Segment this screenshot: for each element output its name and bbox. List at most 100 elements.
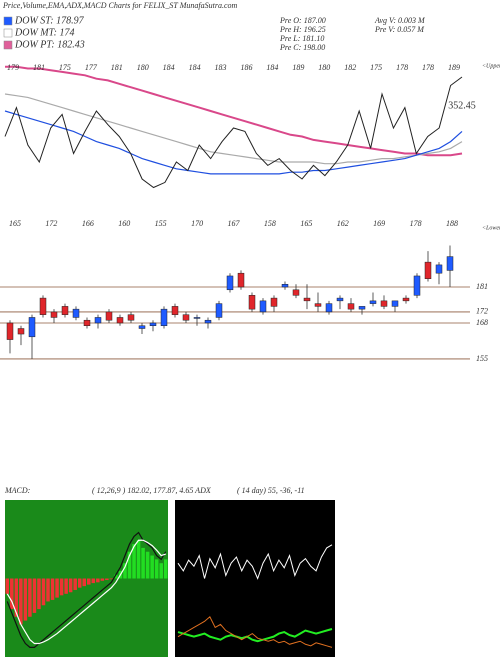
macd-subtitle: ( 12,26,9 ) 182.02, 177.87, 4.65 ADX — [92, 486, 212, 495]
peak-label: 181 — [111, 63, 123, 72]
candle-body — [281, 284, 289, 288]
candle-body — [83, 319, 91, 326]
candle-body — [61, 306, 69, 315]
macd-bar — [159, 563, 163, 579]
peak-label: 189 — [292, 63, 304, 72]
level-label: 172 — [476, 307, 488, 316]
macd-bar — [5, 578, 10, 594]
macd-bar — [68, 578, 73, 593]
macd-bar — [73, 578, 77, 590]
macd-bar — [55, 578, 59, 598]
trough-label: 162 — [337, 219, 349, 228]
candle-body — [446, 256, 454, 271]
peak-label: 180 — [318, 63, 330, 72]
adx-line — [177, 615, 333, 648]
candle-body — [72, 308, 80, 318]
candle-body — [314, 303, 322, 307]
adx-line — [177, 628, 333, 643]
peak-label: 178 — [396, 63, 408, 72]
candle-body — [248, 295, 256, 310]
candle-body — [193, 317, 201, 319]
stat: Pre V: 0.057 M — [374, 25, 425, 34]
trough-label: 166 — [82, 219, 94, 228]
candle-body — [402, 297, 410, 302]
level-label: 168 — [476, 318, 488, 327]
stat: Pre H: 196.25 — [279, 25, 326, 34]
candle-body — [303, 297, 311, 302]
peak-label: 181 — [33, 63, 45, 72]
trough-label: 167 — [228, 219, 241, 228]
macd-line — [6, 539, 166, 645]
candle-body — [17, 328, 25, 335]
macd-bar — [87, 578, 91, 585]
trough-label: 178 — [410, 219, 422, 228]
stat: Pre O: 187.00 — [279, 16, 326, 25]
peak-label: 182 — [344, 63, 356, 72]
macd-bar — [77, 578, 82, 588]
candle-body — [138, 325, 146, 329]
candle-body — [105, 311, 113, 321]
macd-bar — [50, 578, 55, 600]
macd-bar — [141, 547, 145, 579]
macd-bar — [154, 559, 159, 579]
candle-body — [39, 297, 47, 315]
candle-body — [413, 275, 421, 296]
candle-body — [259, 300, 267, 313]
macd-bar — [37, 578, 41, 610]
candle-body — [149, 322, 157, 326]
candle-body — [226, 275, 234, 291]
macd-line — [6, 531, 167, 648]
lower-label: <Lower — [482, 225, 500, 231]
candle-body — [215, 303, 223, 318]
candle-body — [358, 306, 366, 310]
candle-body — [160, 308, 168, 326]
candle-body — [94, 317, 102, 324]
macd-bar — [64, 578, 68, 594]
adx-title: ( 14 day) 55, -36, -11 — [237, 486, 305, 495]
candle-body — [347, 303, 355, 310]
candle-body — [336, 297, 344, 302]
macd-bar — [100, 578, 105, 581]
candle-body — [6, 322, 14, 340]
macd-bar — [109, 578, 114, 580]
macd-bar — [163, 559, 168, 579]
macd-bar — [123, 563, 127, 579]
trough-label: 160 — [118, 219, 130, 228]
level-label: 181 — [476, 282, 488, 291]
macd-bar — [19, 578, 23, 625]
peak-label: 175 — [370, 63, 382, 72]
macd-bar — [10, 578, 14, 610]
macd-bar — [82, 578, 86, 587]
stat: Pre L: 181.10 — [279, 34, 324, 43]
candle-body — [292, 289, 300, 296]
macd-bar — [145, 551, 150, 579]
peak-label: 177 — [85, 63, 98, 72]
macd-bar — [127, 551, 132, 579]
macd-bar — [14, 578, 19, 617]
macd-panel — [5, 500, 168, 657]
peak-label: 175 — [59, 63, 71, 72]
macd-title: MACD: — [4, 486, 31, 495]
trough-label: 170 — [191, 219, 203, 228]
candle-body — [325, 303, 333, 313]
peak-label: 183 — [215, 63, 227, 72]
candle-body — [237, 272, 245, 288]
ma-line — [5, 65, 463, 157]
candle-body — [380, 300, 388, 307]
candle-body — [391, 300, 399, 307]
stat: Avg V: 0.003 M — [374, 16, 426, 25]
macd-bar — [91, 578, 96, 584]
peak-label: 189 — [448, 63, 460, 72]
peak-label: 184 — [189, 63, 201, 72]
macd-bar — [136, 540, 141, 579]
level-label: 155 — [476, 354, 488, 363]
trough-label: 188 — [446, 219, 458, 228]
upper-label: <Upper — [482, 63, 500, 69]
macd-bar — [32, 578, 37, 613]
ma-line — [4, 110, 463, 175]
adx-line — [177, 544, 333, 580]
macd-bar — [28, 578, 32, 617]
legend-label: DOW MT: 174 — [14, 27, 74, 38]
legend-label: DOW ST: 178.97 — [14, 15, 85, 26]
